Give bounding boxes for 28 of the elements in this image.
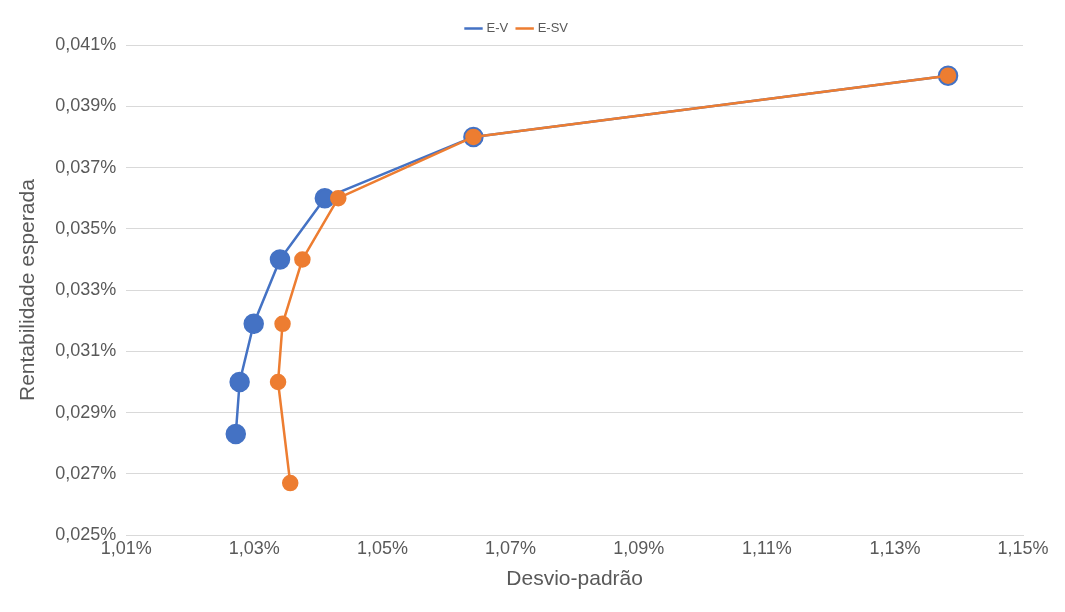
- legend-label: E-V: [486, 20, 509, 36]
- point: [269, 249, 291, 270]
- point: [225, 423, 247, 445]
- point: [269, 373, 287, 391]
- point: [294, 251, 311, 268]
- x-tick-label: 1,11%: [741, 537, 792, 558]
- legend-label: E-SV: [537, 20, 569, 36]
- y-tick-label: 0,039%: [55, 95, 117, 116]
- y-tick-label: 0,033%: [55, 279, 117, 300]
- point: [229, 371, 250, 393]
- x-tick-label: 1,07%: [485, 537, 537, 558]
- y-tick-label: 0,029%: [55, 401, 117, 422]
- y-axis-title: Rentabilidade esperada: [15, 178, 39, 402]
- point: [274, 315, 291, 333]
- y-tick-label: 0,031%: [55, 340, 117, 361]
- y-tick-label: 0,041%: [55, 33, 117, 54]
- x-tick-label: 1,15%: [997, 537, 1049, 558]
- point: [281, 474, 299, 492]
- y-tick-label: 0,035%: [55, 217, 117, 238]
- x-tick-label: 1,03%: [228, 537, 280, 558]
- y-tick-label: 0,027%: [55, 462, 117, 483]
- point: [243, 313, 264, 335]
- y-tick-label: 0,037%: [55, 156, 117, 177]
- x-tick-label: 1,13%: [869, 537, 921, 558]
- x-axis-title: Desvio-padrão: [506, 566, 643, 590]
- point: [330, 189, 347, 207]
- x-tick-label: 1,09%: [613, 537, 665, 558]
- x-tick-label: 1,05%: [356, 537, 408, 558]
